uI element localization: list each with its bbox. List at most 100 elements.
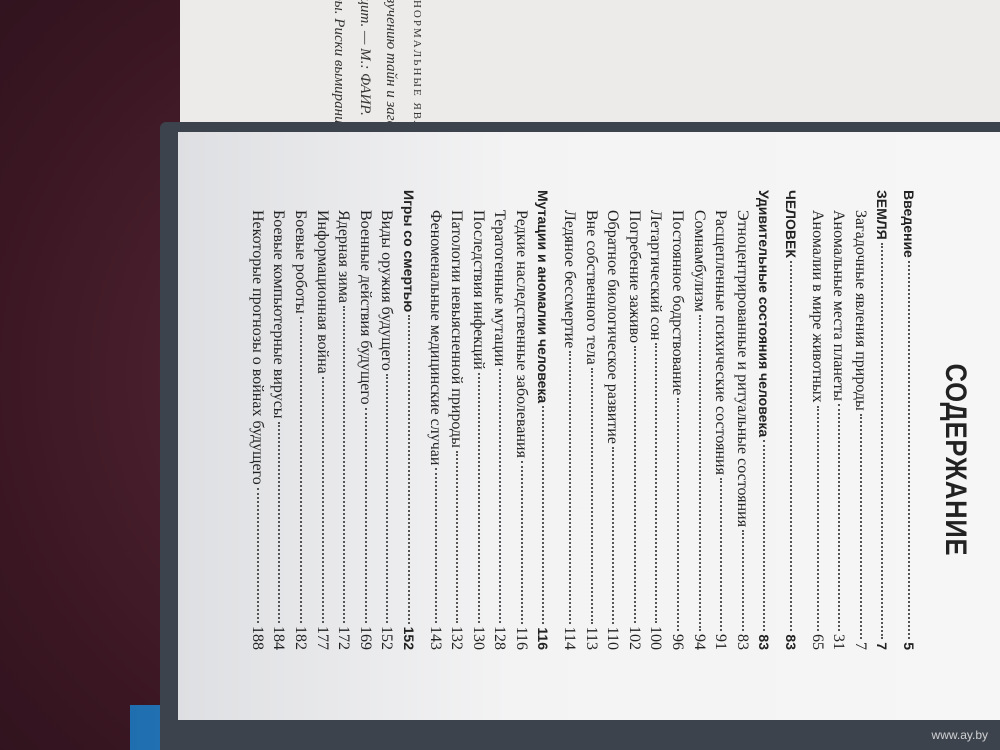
entry-title: Аномалии в мире животных <box>808 210 826 403</box>
entry-title: ЗЕМЛЯ <box>874 190 891 240</box>
toc-entry: Редкие наследственные заболевания 116 <box>508 160 530 750</box>
leader-dots <box>386 373 389 623</box>
entry-page: 83 <box>783 634 800 650</box>
entry-title: Введение <box>901 190 917 258</box>
leader-dots <box>838 403 841 631</box>
contents-title: СОДЕРЖАНИЕ <box>939 363 972 557</box>
toc-entry: Тератогенные мутации 128 <box>487 160 509 750</box>
toc-entry: ЗЕМЛЯ 7 <box>869 160 891 750</box>
leader-dots <box>256 487 259 623</box>
leader-dots <box>790 260 793 632</box>
entry-title: Вне собственного тела <box>582 210 600 365</box>
toc-entry: Вне собственного тела 113 <box>578 160 600 750</box>
leader-dots <box>763 440 766 632</box>
toc-entry: Военные действия будущего 169 <box>352 160 374 750</box>
entry-page: 172 <box>335 626 353 650</box>
leader-dots <box>816 405 819 631</box>
watermark: www.ay.by <box>931 728 988 742</box>
entry-page: 177 <box>313 626 331 650</box>
toc-entry: Виды оружия будущего 152 <box>374 160 396 750</box>
leader-dots <box>343 305 346 623</box>
entry-title: Сомнамбулизм <box>690 210 708 312</box>
leader-dots <box>477 372 480 623</box>
entry-page: 113 <box>582 626 600 650</box>
entry-page: 83 <box>733 634 751 650</box>
entry-page: 182 <box>291 626 309 650</box>
toc-entry: Феноменальные медицинские случаи 143 <box>422 160 444 750</box>
leader-dots <box>633 345 636 623</box>
leader-dots <box>456 450 459 623</box>
leader-dots <box>321 376 324 623</box>
leader-dots <box>542 406 545 625</box>
leader-dots <box>590 367 593 624</box>
entry-title: Расщепленные психические состояния <box>712 210 730 475</box>
entry-title: Удивительные состояния человека <box>756 190 773 438</box>
entry-title: Патологии невыясненной природы <box>448 210 466 448</box>
book-page <box>178 132 1000 720</box>
entry-page: 31 <box>830 634 848 650</box>
entry-page: 130 <box>469 626 487 650</box>
entry-page: 7 <box>851 642 869 650</box>
entry-title: Боевые роботы <box>291 210 309 314</box>
toc-entry: Расщепленные психические состояния 91 <box>708 160 730 750</box>
entry-page: 169 <box>356 626 374 650</box>
entry-page: 114 <box>561 626 579 650</box>
toc-entry: Аномальные места планеты 31 <box>826 160 848 750</box>
toc-entry: Боевые роботы 182 <box>287 160 309 750</box>
leader-dots <box>881 242 884 640</box>
entry-page: 143 <box>426 626 444 650</box>
leader-dots <box>720 477 723 631</box>
leader-dots <box>908 260 910 640</box>
entry-title: Виды оружия будущего <box>378 210 396 371</box>
leader-dots <box>520 460 523 624</box>
entry-title: Некоторые прогнозы о войнах будущего <box>248 210 266 485</box>
entry-title: Летаргический сон <box>647 210 665 341</box>
entry-title: Этноцентрированные и ритуальные состояни… <box>733 210 751 528</box>
entry-page: 188 <box>248 626 266 650</box>
toc-entry: Сомнамбулизм 94 <box>686 160 708 750</box>
leader-dots <box>741 530 744 631</box>
entry-title: Боевые компьютерные вирусы <box>270 210 288 419</box>
entry-title: Ядерная зима <box>335 210 353 303</box>
leader-dots <box>569 351 572 624</box>
entry-page: 102 <box>625 626 643 650</box>
entry-title: Редкие наследственные заболевания <box>512 210 530 458</box>
entry-page: 94 <box>690 634 708 650</box>
toc-entry: Постоянное бодрствование 96 <box>664 160 686 750</box>
entry-title: Информационная война <box>313 210 331 374</box>
entry-title: Обратное биологическое развитие <box>604 210 622 444</box>
toc-entry: Ядерная зима 172 <box>331 160 353 750</box>
entry-title: Игры со смертью <box>400 190 417 313</box>
entry-page: 7 <box>874 642 891 650</box>
leader-dots <box>499 369 502 623</box>
entry-page: 132 <box>448 626 466 650</box>
entry-title: Мутации и аномалии человека <box>535 190 552 404</box>
toc-entry: Этноцентрированные и ритуальные состояни… <box>729 160 751 750</box>
toc-entry: Игры со смертью 152 <box>395 160 417 750</box>
toc-entry: Мутации и аномалии человека 116 <box>530 160 552 750</box>
toc-entry: Аномалии в мире животных 65 <box>804 160 826 750</box>
entry-title: Погребение заживо <box>625 210 643 343</box>
leader-dots <box>612 446 615 624</box>
entry-title: Тератогенные мутации <box>491 210 509 367</box>
toc-entry: Обратное биологическое развитие 110 <box>600 160 622 750</box>
entry-page: 5 <box>901 642 917 650</box>
entry-page: 110 <box>604 626 622 650</box>
toc-entry: Патологии невыясненной природы 132 <box>444 160 466 750</box>
entry-page: 65 <box>808 634 826 650</box>
entry-title: ЧЕЛОВЕК <box>783 190 800 258</box>
entry-page: 152 <box>378 626 396 650</box>
toc-entry: Ледяное бессмертие 114 <box>557 160 579 750</box>
entry-page: 116 <box>535 627 552 650</box>
toc-entry: Загадочные явления природы 7 <box>847 160 869 750</box>
entry-page: 83 <box>756 634 773 650</box>
toc-entry: Погребение заживо 102 <box>621 160 643 750</box>
entry-page: 128 <box>491 626 509 650</box>
entry-page: 96 <box>669 634 687 650</box>
leader-dots <box>278 421 281 623</box>
toc-entry: Боевые компьютерные вирусы 184 <box>266 160 288 750</box>
contents: СОДЕРЖАНИЕ Введение 5 ЗЕМЛЯ 7 Загадочные явл… <box>195 160 975 750</box>
toc-entry: ЧЕЛОВЕК 83 <box>777 160 799 750</box>
toc-entry: Информационная война 177 <box>309 160 331 750</box>
leader-dots <box>407 315 410 624</box>
